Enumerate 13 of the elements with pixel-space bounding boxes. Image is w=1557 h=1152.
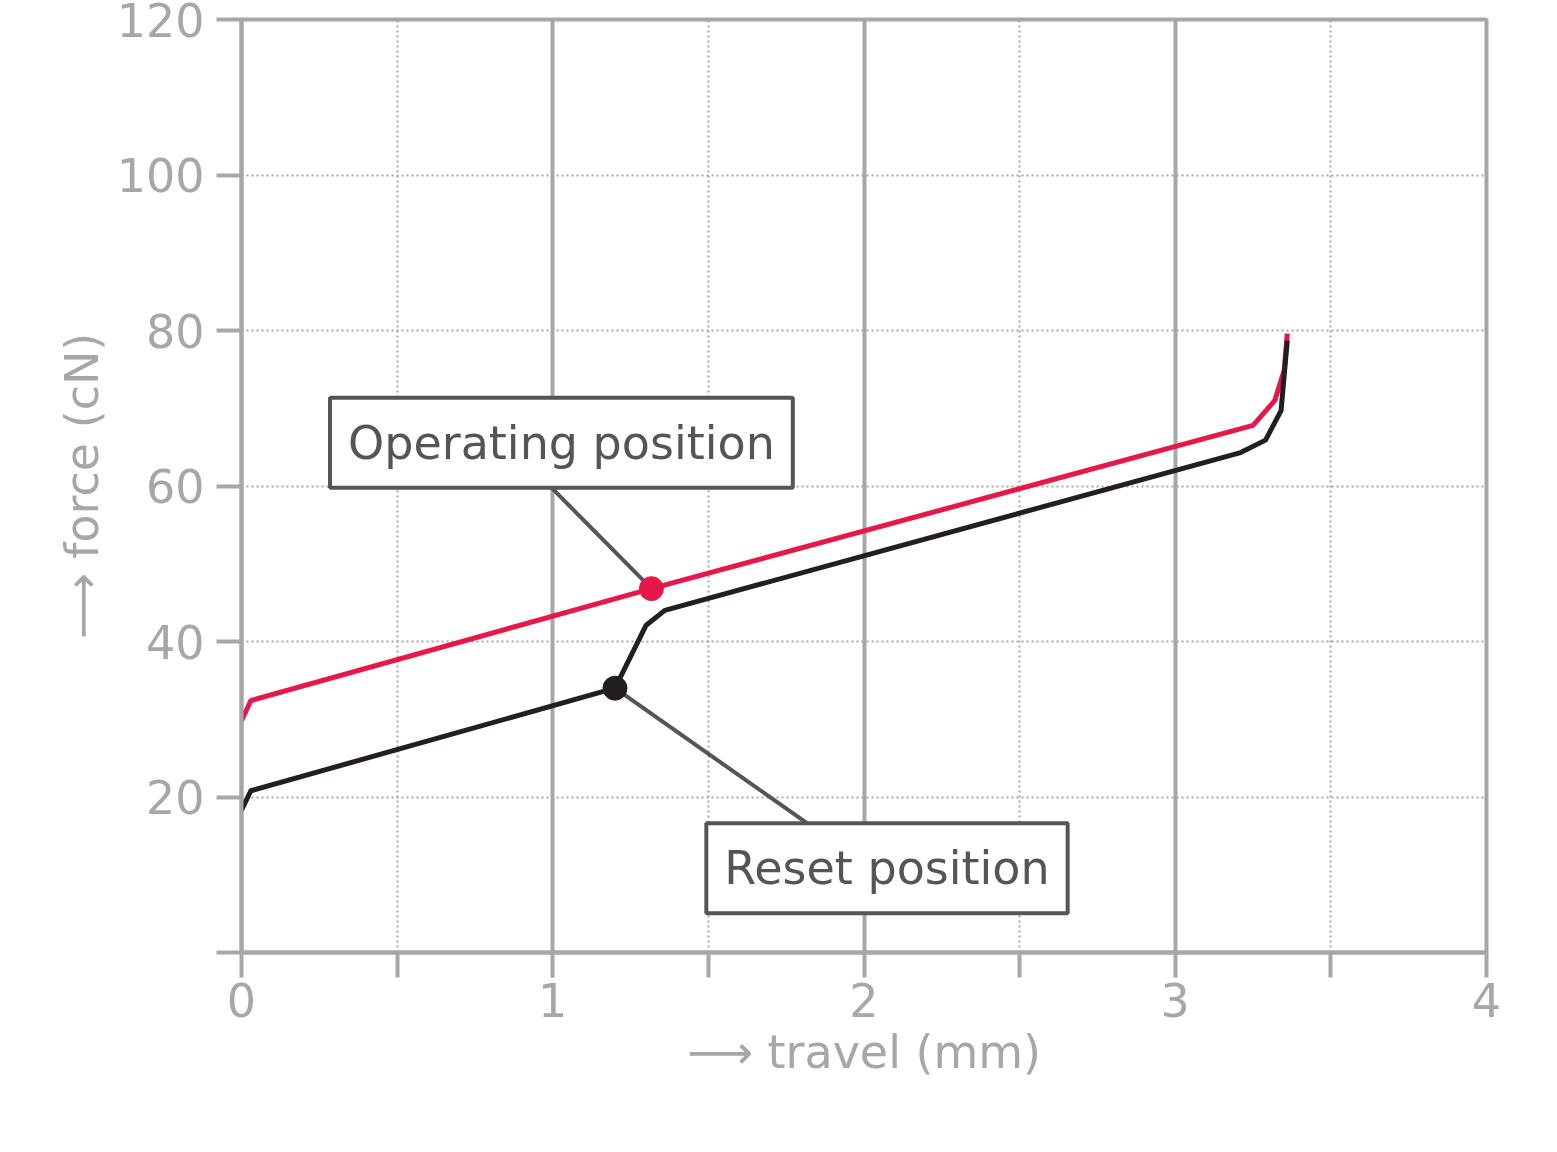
x-tick-label: 3 [1160, 973, 1190, 1028]
y-tick-label: 120 [116, 0, 205, 48]
annotation: Operating position [348, 415, 775, 470]
x-tick-label: 4 [1471, 973, 1502, 1028]
y-tick-label: 20 [145, 771, 205, 825]
annotation: Reset position [724, 841, 1050, 896]
y-tick-label: 100 [116, 149, 205, 203]
x-tick-label: 1 [538, 973, 568, 1028]
y-tick-label: 40 [145, 615, 205, 670]
y-tick-label: 80 [145, 304, 205, 359]
x-tick-label: 0 [226, 973, 257, 1028]
y-axis-title: ⟶ force (cN) [54, 332, 109, 640]
y-tick-label: 60 [145, 460, 205, 514]
